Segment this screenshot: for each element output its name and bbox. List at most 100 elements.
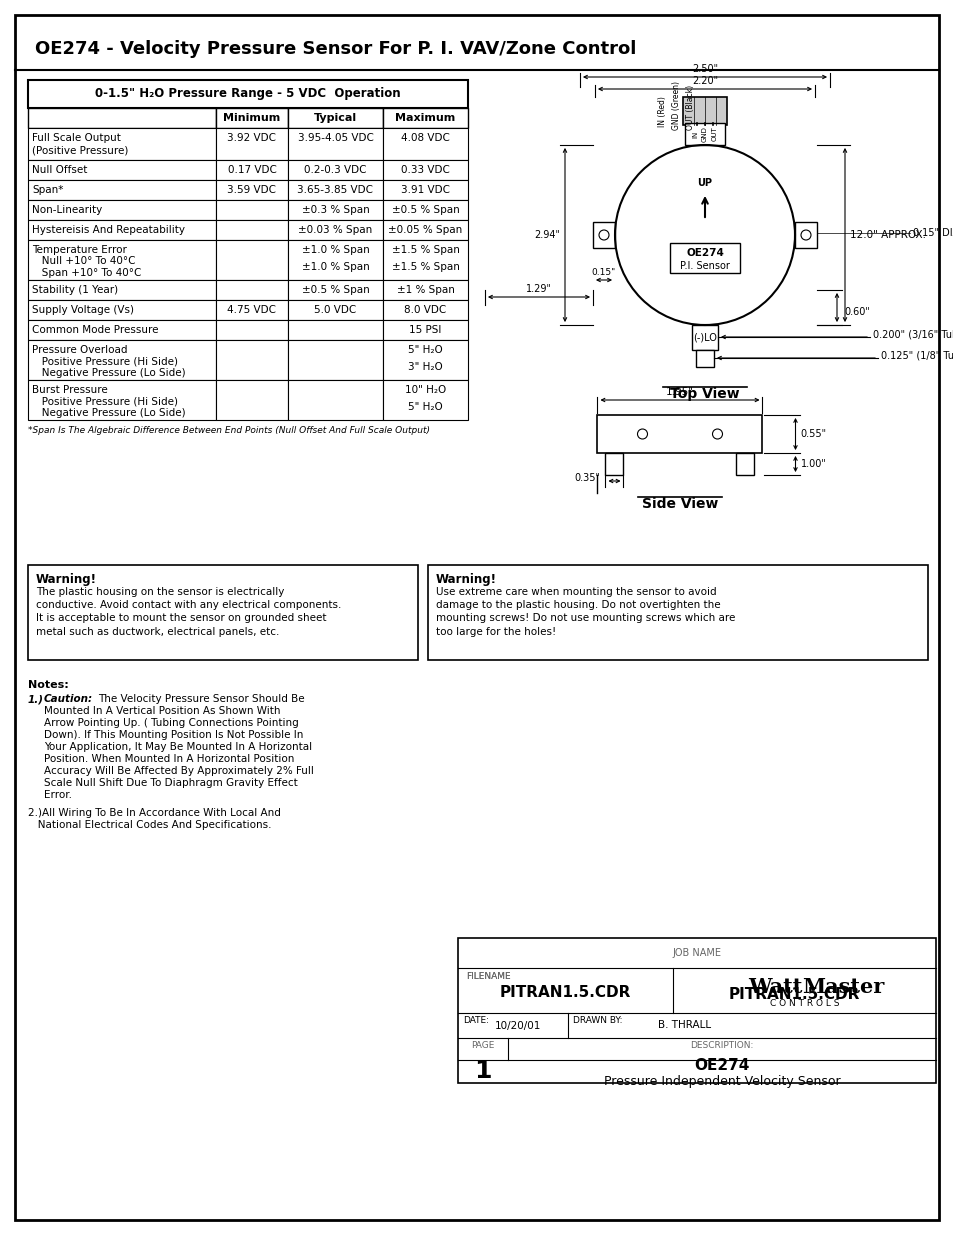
Bar	[684, 124, 724, 144]
Text: 2.)All Wiring To Be In Accordance With Local And: 2.)All Wiring To Be In Accordance With L…	[28, 808, 280, 818]
Text: 0.15": 0.15"	[591, 268, 616, 277]
Bar	[215, 180, 288, 200]
Text: Supply Voltage (Vs): Supply Voltage (Vs)	[32, 305, 133, 315]
Text: Negative Pressure (Lo Side): Negative Pressure (Lo Side)	[32, 408, 186, 417]
Text: Negative Pressure (Lo Side): Negative Pressure (Lo Side)	[32, 368, 186, 378]
Bar	[382, 300, 468, 320]
Text: ±0.3 % Span: ±0.3 % Span	[301, 205, 369, 215]
Bar	[28, 107, 215, 128]
Text: JOB NAME: JOB NAME	[672, 948, 720, 958]
Text: 2.50": 2.50"	[691, 64, 718, 74]
Text: 0.125" (1/8" Tubing Conn.): 0.125" (1/8" Tubing Conn.)	[880, 351, 953, 361]
Bar	[288, 107, 382, 128]
Text: Hystereisis And Repeatability: Hystereisis And Repeatability	[32, 225, 185, 235]
Text: B. THRALL: B. THRALL	[658, 1020, 710, 1030]
Bar	[28, 128, 215, 161]
Text: 5.0 VDC: 5.0 VDC	[314, 305, 356, 315]
Bar	[215, 128, 288, 161]
Text: Burst Pressure: Burst Pressure	[32, 385, 108, 395]
Text: Common Mode Pressure: Common Mode Pressure	[32, 325, 158, 335]
Bar	[669, 243, 740, 273]
Text: 0.17 VDC: 0.17 VDC	[228, 165, 276, 175]
Bar	[288, 220, 382, 240]
Text: Arrow Pointing Up. ( Tubing Connections Pointing: Arrow Pointing Up. ( Tubing Connections …	[44, 718, 298, 727]
Text: P.I. Sensor: P.I. Sensor	[679, 261, 729, 270]
Text: Minimum: Minimum	[223, 112, 280, 124]
Bar	[288, 161, 382, 180]
Bar	[457, 939, 935, 1083]
Text: Pressure Overload: Pressure Overload	[32, 345, 128, 354]
Text: ±1.0 % Span: ±1.0 % Span	[301, 245, 369, 254]
Text: 0.33 VDC: 0.33 VDC	[400, 165, 450, 175]
Text: FILENAME: FILENAME	[465, 972, 510, 981]
Bar	[696, 350, 713, 367]
Text: 4.75 VDC: 4.75 VDC	[227, 305, 276, 315]
Text: OE274: OE274	[694, 1058, 749, 1073]
Bar	[28, 300, 215, 320]
Bar	[215, 240, 288, 280]
Text: Notes:: Notes:	[28, 680, 69, 690]
Text: Temperature Error: Temperature Error	[32, 245, 127, 254]
Text: Use extreme care when mounting the sensor to avoid
damage to the plastic housing: Use extreme care when mounting the senso…	[436, 587, 735, 636]
Bar	[28, 200, 215, 220]
Bar	[215, 380, 288, 420]
Bar	[691, 325, 718, 350]
Text: Span*: Span*	[32, 185, 63, 195]
Text: 3.92 VDC: 3.92 VDC	[227, 133, 276, 143]
Text: (-)LO: (-)LO	[692, 333, 717, 343]
Text: 0.35": 0.35"	[574, 473, 599, 483]
Bar	[428, 564, 927, 659]
Text: OUT (Black): OUT (Black)	[686, 85, 695, 130]
Bar	[215, 220, 288, 240]
Bar	[288, 128, 382, 161]
Bar	[382, 107, 468, 128]
Text: (Positive Pressure): (Positive Pressure)	[32, 146, 129, 156]
Text: ±1.5 % Span: ±1.5 % Span	[391, 245, 459, 254]
Text: Top View: Top View	[670, 387, 739, 401]
Bar	[28, 80, 468, 107]
Text: 1.): 1.)	[28, 694, 44, 704]
Bar	[288, 240, 382, 280]
Bar	[215, 200, 288, 220]
Bar	[682, 98, 726, 125]
Text: Pressure Independent Velocity Sensor: Pressure Independent Velocity Sensor	[603, 1074, 840, 1088]
Text: Null Offset: Null Offset	[32, 165, 88, 175]
Text: 3.91 VDC: 3.91 VDC	[400, 185, 450, 195]
Text: ±1 % Span: ±1 % Span	[396, 285, 454, 295]
Text: National Electrical Codes And Specifications.: National Electrical Codes And Specificat…	[28, 820, 272, 830]
Bar	[28, 340, 215, 380]
Text: Positive Pressure (Hi Side): Positive Pressure (Hi Side)	[32, 357, 178, 367]
Text: Mounted In A Vertical Position As Shown With: Mounted In A Vertical Position As Shown …	[44, 706, 280, 716]
Text: Error.: Error.	[44, 790, 71, 800]
Bar	[28, 180, 215, 200]
Text: OE274 - Velocity Pressure Sensor For P. I. VAV/Zone Control: OE274 - Velocity Pressure Sensor For P. …	[35, 40, 636, 58]
Bar	[215, 107, 288, 128]
Text: 3.59 VDC: 3.59 VDC	[227, 185, 276, 195]
Text: ±0.03 % Span: ±0.03 % Span	[298, 225, 373, 235]
Bar	[597, 415, 761, 453]
Bar	[28, 161, 215, 180]
Bar	[288, 180, 382, 200]
Text: Scale Null Shift Due To Diaphragm Gravity Effect: Scale Null Shift Due To Diaphragm Gravit…	[44, 778, 297, 788]
Bar	[215, 340, 288, 380]
Text: Accuracy Will Be Affected By Approximately 2% Full: Accuracy Will Be Affected By Approximate…	[44, 766, 314, 776]
Text: 1.00": 1.00"	[800, 459, 825, 469]
Text: Position. When Mounted In A Horizontal Position: Position. When Mounted In A Horizontal P…	[44, 755, 294, 764]
Text: UP: UP	[697, 178, 712, 188]
Bar	[215, 300, 288, 320]
Text: Warning!: Warning!	[436, 573, 497, 585]
Bar	[382, 240, 468, 280]
Text: C O N T R O L S: C O N T R O L S	[769, 999, 839, 1008]
Text: PAGE: PAGE	[471, 1041, 495, 1050]
Text: Null +10° To 40°C: Null +10° To 40°C	[32, 257, 135, 267]
Bar	[215, 280, 288, 300]
Bar	[28, 380, 215, 420]
Bar	[288, 200, 382, 220]
Bar	[28, 564, 417, 659]
Text: 0.2-0.3 VDC: 0.2-0.3 VDC	[304, 165, 366, 175]
Text: 1.95": 1.95"	[665, 387, 693, 396]
Text: 0.15" DIA.: 0.15" DIA.	[912, 228, 953, 238]
Text: Non-Linearity: Non-Linearity	[32, 205, 102, 215]
Text: ±0.5 % Span: ±0.5 % Span	[392, 205, 459, 215]
Text: 4.08 VDC: 4.08 VDC	[400, 133, 450, 143]
